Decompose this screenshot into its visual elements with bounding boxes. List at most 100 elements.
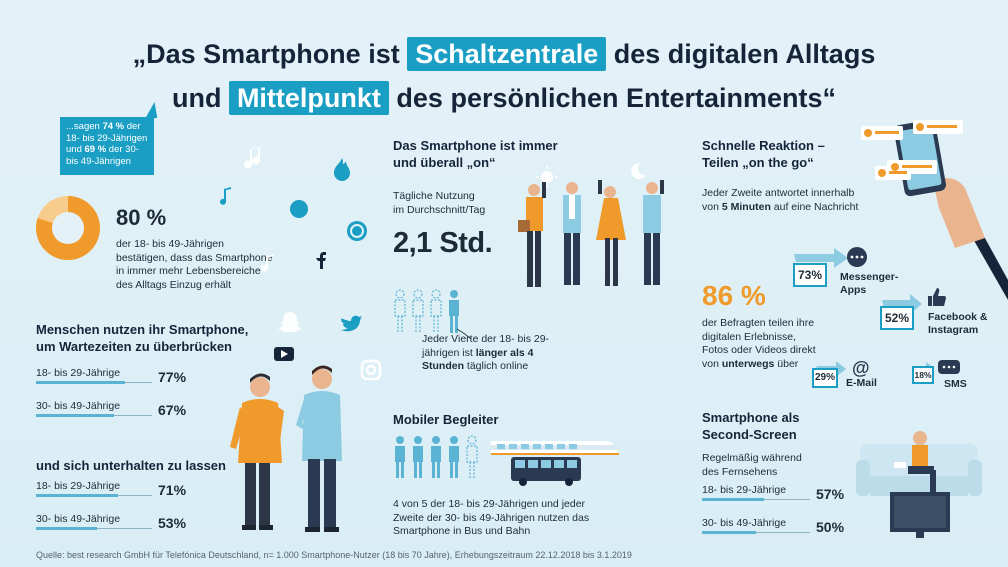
share-86-value: 86 % (702, 280, 766, 311)
share-label-email: E-Mail (846, 377, 877, 389)
second-screen-heading-line1: Smartphone als (702, 410, 800, 425)
always-on-heading-line1: Das Smartphone ist immer (393, 138, 558, 153)
reaction-heading-line2: Teilen „on the go“ (702, 155, 814, 170)
music-note-icon (244, 147, 261, 169)
waiting-heading: Menschen nutzen ihr Smartphone, um Warte… (36, 321, 248, 355)
like-icon (928, 288, 946, 306)
title-line-2: und Mittelpunkt des persönlichen Enterta… (0, 78, 1008, 118)
share-pct-email: 29% (812, 368, 838, 388)
stat-80-value: 80 % (116, 205, 167, 230)
entertain-row-value: 71% (158, 482, 187, 498)
share-label-line: Instagram (928, 324, 979, 336)
music-note-icon (261, 254, 274, 272)
tinder-flame-icon (334, 158, 350, 181)
waiting-row-bar (36, 414, 114, 417)
waiting-heading-line2: um Wartezeiten zu überbrücken (36, 339, 232, 354)
reaction-text-bold: 5 Minuten (721, 200, 771, 213)
title-text: des persönlichen Entertainments“ (388, 83, 837, 113)
source-note: Quelle: best research GmbH für Telefónic… (36, 550, 632, 560)
title-highlight-mittelpunkt: Mittelpunkt (228, 81, 389, 115)
entertain-row-bar (36, 527, 97, 530)
second-screen-heading: Smartphone als Second-Screen (702, 409, 800, 443)
reaction-heading: Schnelle Reaktion – Teilen „on the go“ (702, 137, 825, 171)
quarter-text: täglich online (464, 360, 529, 372)
title-highlight-schaltzentrale: Schaltzentrale (407, 37, 607, 71)
daily-usage-label-line1: Tägliche Nutzung (393, 190, 475, 202)
reaction-text-part: auf eine Nachricht (770, 200, 859, 213)
share-label-messenger: Messenger- Apps (840, 271, 898, 297)
twitter-icon (341, 315, 362, 332)
bubble-value-74: 74 % (102, 121, 125, 132)
share-label-line: Apps (840, 284, 867, 296)
second-screen-sub-line1: Regelmäßig während (702, 452, 802, 464)
quarter-online-text: Jeder Vierte der 18- bis 29-jährigen ist… (422, 333, 552, 374)
title-text: und (171, 83, 229, 113)
share-pct-sms: 18% (912, 366, 934, 384)
title-text: „Das Smartphone ist (132, 39, 408, 69)
share-label-facebook: Facebook & Instagram (928, 311, 988, 337)
phone-users-illustration (518, 180, 664, 287)
daily-usage-value: 2,1 Std. (393, 227, 493, 259)
daily-usage-label: Tägliche Nutzung im Durchschnitt/Tag (393, 190, 485, 217)
waiting-row-label: 30- bis 49-Jährige (36, 400, 121, 412)
reaction-text: Jeder Zweite antwortet innerhalb von 5 M… (702, 187, 862, 214)
second-screen-sub-line2: des Fernsehens (702, 465, 778, 478)
bubble-value-69: 69 % (84, 144, 107, 155)
share-pct-facebook: 52% (880, 306, 914, 330)
mobile-heading: Mobiler Begleiter (393, 412, 499, 427)
youtube-icon (274, 347, 294, 361)
waiting-row-label: 18- bis 29-Jährige (36, 367, 121, 379)
share-label-line: Messenger- (840, 271, 899, 283)
always-on-heading: Das Smartphone ist immer und überall „on… (393, 137, 558, 171)
quarter-people-icons (394, 289, 472, 339)
daily-usage-label-line2: im Durchschnitt/Tag (393, 203, 486, 216)
music-note-icon (220, 187, 231, 205)
svg-text:@: @ (852, 358, 870, 378)
share-86-text: der Befragten teilen ihre digitalen Erle… (702, 317, 822, 371)
second-screen-heading-line2: Second-Screen (702, 427, 797, 442)
donut-chart-80 (36, 196, 100, 260)
entertain-row-bar (36, 494, 118, 497)
entertain-heading: und sich unterhalten zu lassen (36, 458, 226, 473)
facebook-icon (316, 252, 326, 269)
mobile-people-and-transport-icons (395, 435, 619, 486)
moon-icon (631, 162, 646, 179)
bubble-text: der 18- bis 29-Jährigen und (66, 121, 148, 155)
sms-icon (938, 360, 960, 374)
second-screen-row-bar (702, 498, 764, 501)
second-screen-row-value: 50% (816, 519, 845, 535)
share-pct-messenger: 73% (793, 263, 827, 287)
messenger-icon (290, 200, 308, 218)
share-text-bold: unterwegs (721, 357, 775, 370)
share-label-line: Facebook & (928, 311, 988, 323)
share-text-part: über (774, 357, 799, 370)
waiting-row-bar (36, 381, 125, 384)
whatsapp-icon (347, 221, 367, 241)
waiting-heading-line1: Menschen nutzen ihr Smartphone, (36, 322, 249, 337)
chat-bubble-icon (847, 247, 867, 267)
entertain-row-value: 53% (158, 515, 187, 531)
bubble-text: ...sagen (66, 121, 103, 132)
at-sign-icon: @ (852, 358, 870, 378)
second-screen-row-bar (702, 531, 756, 534)
mobile-text: 4 von 5 der 18- bis 29-Jährigen und jede… (393, 498, 590, 537)
second-screen-row-label: 18- bis 29-Jährige (702, 484, 787, 496)
entertain-row-label: 30- bis 49-Jährige (36, 513, 121, 525)
people-illustration (230, 365, 342, 532)
second-screen-row-label: 30- bis 49-Jährige (702, 517, 787, 529)
couch-tv-illustration (856, 431, 982, 538)
hand-with-phone-illustration (861, 120, 1008, 300)
share-label-sms: SMS (944, 378, 967, 390)
waiting-row-value: 67% (158, 402, 187, 418)
quarter-text: Jeder Vierte der 18- bis 29-jährigen ist (422, 333, 550, 359)
quarter-text-bold: länger als 4 Stunden (422, 346, 534, 373)
second-screen-row-value: 57% (816, 486, 845, 502)
title-text: des digitalen Alltags (606, 39, 876, 69)
snapchat-icon (278, 312, 302, 332)
page-title: „Das Smartphone ist Schaltzentrale des d… (0, 34, 1008, 118)
bubble-text: der 30- bis 49-Jährigen (66, 144, 139, 167)
instagram-icon (360, 359, 382, 381)
sun-icon (536, 166, 558, 188)
stat-80-text: der 18- bis 49-Jährigen bestätigen, dass… (116, 238, 273, 291)
